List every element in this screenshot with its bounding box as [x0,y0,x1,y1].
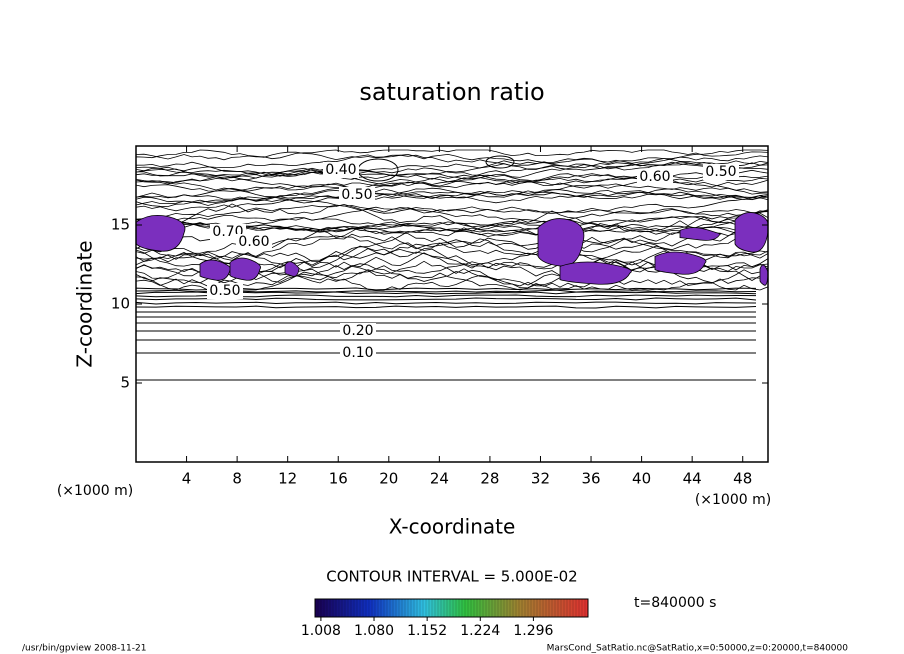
contour-label-bg [637,169,673,185]
contour-label: 0.20 [342,323,373,339]
contour-label-bg [340,345,376,361]
contour-label-bg [323,162,359,178]
contour-line [136,161,768,177]
contour-label-bg [340,323,376,339]
y-unit: (×1000 m) [57,483,133,499]
contour-line [136,305,757,309]
colorbar-tick-label: 1.008 [301,623,341,639]
contour-label: 0.50 [705,164,736,180]
x-tick-label: 40 [632,470,651,488]
contour-line [136,204,768,221]
x-tick-label: 36 [581,470,600,488]
colorbar-tick-label: 1.080 [354,623,394,639]
contour-line [136,188,768,202]
shaded-region [537,218,585,267]
y-axis-label: Z-coordinate [73,240,97,367]
contour-label: 0.40 [325,162,356,178]
x-tick-label: 48 [733,470,752,488]
colorbar-tick-label: 1.152 [407,623,447,639]
contour-line [136,187,768,208]
contour-label: 0.50 [341,187,372,203]
y-tick-label: 10 [111,295,130,313]
contour-label: 0.70 [212,224,243,240]
contour-line [485,155,515,169]
contour-line [136,149,768,161]
x-tick-label: 32 [531,470,550,488]
contour-line [136,149,768,169]
contour-line [136,203,768,238]
x-tick-label: 4 [182,470,192,488]
contour-line [136,170,768,188]
plot-frame [135,145,769,463]
contour-label: 0.50 [209,283,240,299]
contour-line [136,160,768,189]
shaded-region [136,214,186,252]
shaded-region [759,264,768,286]
plot-area: 0.400.500.700.600.500.60 0.500.200.10 [136,149,768,381]
colorbar-tick-label: 1.296 [513,623,553,639]
x-tick-label: 16 [329,470,348,488]
contour-label: 0.60 [238,234,269,250]
x-tick-label: 12 [278,470,297,488]
contour-line [136,233,768,272]
footer-left: /usr/bin/gpview 2008-11-21 [22,644,146,654]
x-tick-label: 8 [232,470,242,488]
x-tick-label: 44 [683,470,702,488]
contour-label: 0.60 [639,169,670,185]
shaded-region [734,212,768,253]
x-tick-label: 20 [379,470,398,488]
colorbar-tick-label: 1.224 [460,623,500,639]
contour-line [136,225,768,263]
y-tick-label: 15 [111,216,130,234]
x-axis-label: X-coordinate [389,515,516,539]
contour-label-bg [236,234,272,250]
contour-line [136,268,768,291]
shaded-region [559,261,632,285]
shaded-region [229,257,261,281]
contour-line [136,215,768,231]
time-label: t=840000 s [634,595,716,611]
contour-label-bg [703,164,739,180]
contour-line [136,301,757,305]
contour-line [136,154,768,172]
x-unit: (×1000 m) [695,492,771,508]
contour-label-bg [207,283,243,299]
contour-line [136,190,768,200]
colorbar [314,598,589,618]
contour-interval: CONTOUR INTERVAL = 5.000E-02 [326,568,577,586]
x-tick-label: 24 [430,470,449,488]
contour-label: 0.10 [342,345,373,361]
shaded-region [284,261,300,277]
shaded-region [654,251,707,275]
contour-label-bg [339,187,375,203]
chart-title: saturation ratio [359,78,544,106]
footer-right: MarsCond_SatRatio.nc@SatRatio,x=0:50000,… [547,644,849,654]
x-tick-label: 28 [480,470,499,488]
shaded-region [679,227,722,241]
y-tick-label: 5 [120,374,130,392]
